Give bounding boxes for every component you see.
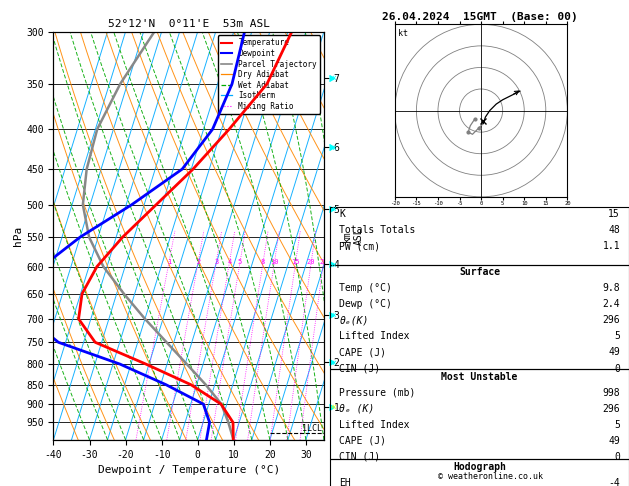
Y-axis label: hPa: hPa (13, 226, 23, 246)
Text: 1: 1 (167, 259, 171, 265)
Text: «: « (330, 310, 336, 320)
Text: 2: 2 (196, 259, 200, 265)
Text: CAPE (J): CAPE (J) (339, 347, 386, 358)
Legend: Temperature, Dewpoint, Parcel Trajectory, Dry Adiabat, Wet Adiabat, Isotherm, Mi: Temperature, Dewpoint, Parcel Trajectory… (218, 35, 320, 114)
Text: 26.04.2024  15GMT  (Base: 00): 26.04.2024 15GMT (Base: 00) (382, 12, 577, 22)
Text: PW (cm): PW (cm) (339, 241, 381, 251)
Text: «: « (330, 204, 336, 214)
Text: 15: 15 (608, 209, 620, 219)
Text: 998: 998 (603, 388, 620, 398)
Text: 48: 48 (608, 225, 620, 235)
Text: 5: 5 (238, 259, 242, 265)
Text: 5: 5 (614, 420, 620, 430)
Text: Surface: Surface (459, 267, 500, 278)
Text: «: « (330, 73, 336, 83)
Text: 0: 0 (614, 452, 620, 462)
Text: θₑ(K): θₑ(K) (339, 315, 369, 326)
X-axis label: Dewpoint / Temperature (°C): Dewpoint / Temperature (°C) (97, 465, 280, 475)
Text: Dewp (°C): Dewp (°C) (339, 299, 392, 310)
Y-axis label: km
ASL: km ASL (342, 227, 364, 244)
Text: «: « (330, 260, 336, 269)
Text: 49: 49 (608, 436, 620, 446)
Text: CIN (J): CIN (J) (339, 364, 381, 374)
Text: 1.1: 1.1 (603, 241, 620, 251)
Text: CIN (J): CIN (J) (339, 452, 381, 462)
Text: kt: kt (398, 30, 408, 38)
Text: 10: 10 (270, 259, 279, 265)
Text: «: « (330, 402, 336, 412)
Title: 52°12'N  0°11'E  53m ASL: 52°12'N 0°11'E 53m ASL (108, 19, 270, 30)
Text: 296: 296 (603, 404, 620, 414)
Text: 296: 296 (603, 315, 620, 326)
Text: 5: 5 (614, 331, 620, 342)
Text: Temp (°C): Temp (°C) (339, 283, 392, 294)
Text: Lifted Index: Lifted Index (339, 331, 409, 342)
Text: Hodograph: Hodograph (453, 462, 506, 472)
Text: Most Unstable: Most Unstable (442, 372, 518, 382)
Text: 0: 0 (614, 364, 620, 374)
Text: 8: 8 (261, 259, 265, 265)
Text: EH: EH (339, 478, 351, 486)
Text: «: « (330, 358, 336, 367)
Text: 1LCL: 1LCL (302, 424, 322, 433)
Text: CAPE (J): CAPE (J) (339, 436, 386, 446)
Text: 3: 3 (214, 259, 218, 265)
Text: «: « (330, 142, 336, 152)
Text: Lifted Index: Lifted Index (339, 420, 409, 430)
Text: 25: 25 (320, 259, 328, 265)
Text: 49: 49 (608, 347, 620, 358)
Text: 20: 20 (307, 259, 316, 265)
Text: θₑ (K): θₑ (K) (339, 404, 374, 414)
Text: Pressure (mb): Pressure (mb) (339, 388, 416, 398)
Text: -4: -4 (608, 478, 620, 486)
Text: K: K (339, 209, 345, 219)
Text: 4: 4 (227, 259, 231, 265)
Text: 15: 15 (291, 259, 300, 265)
Text: 9.8: 9.8 (603, 283, 620, 294)
Text: 2.4: 2.4 (603, 299, 620, 310)
Text: Totals Totals: Totals Totals (339, 225, 416, 235)
Text: © weatheronline.co.uk: © weatheronline.co.uk (438, 472, 543, 481)
